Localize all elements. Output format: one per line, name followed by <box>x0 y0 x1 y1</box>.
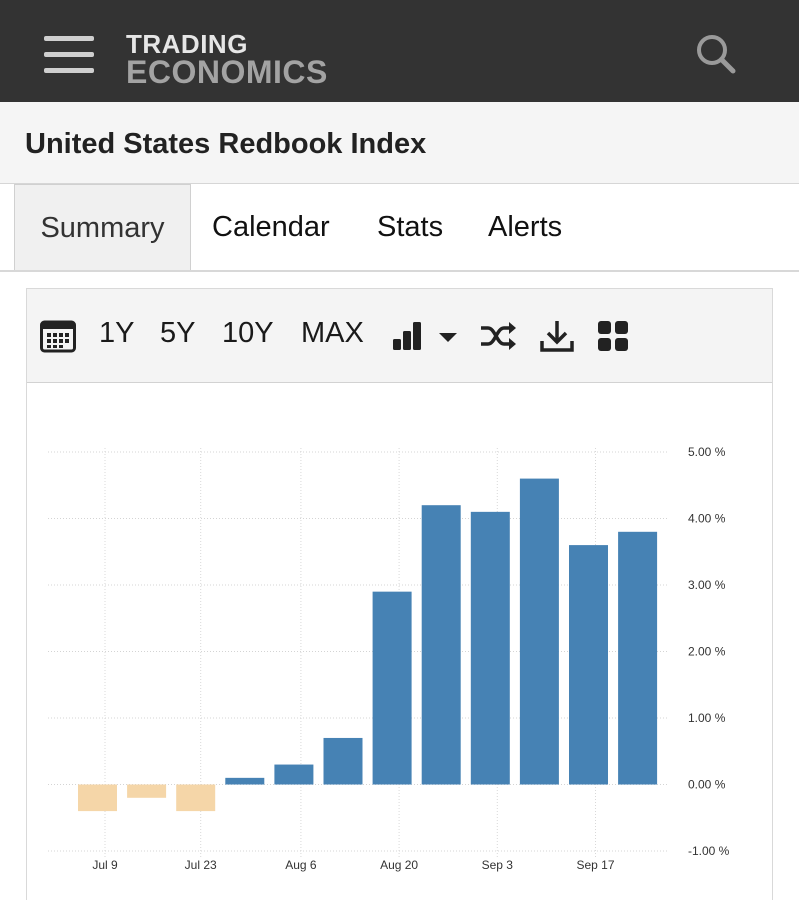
range-10y-button[interactable]: 10Y <box>222 317 274 349</box>
bar-chart-icon[interactable] <box>391 319 423 356</box>
chart-bar[interactable] <box>372 591 412 785</box>
chart-bar[interactable] <box>470 511 510 785</box>
range-max-button[interactable]: MAX <box>301 317 364 349</box>
x-tick-label: Aug 6 <box>285 858 317 872</box>
chart-bar[interactable] <box>519 478 559 785</box>
hamburger-line <box>44 68 94 73</box>
chart-bar[interactable] <box>323 737 363 785</box>
tab-bar: Summary Calendar Stats Alerts <box>0 184 799 272</box>
tab-calendar[interactable]: Calendar <box>212 211 330 243</box>
range-1y-button[interactable]: 1Y <box>99 317 135 349</box>
title-bar: United States Redbook Index <box>0 102 799 184</box>
chart-bar[interactable] <box>176 784 216 812</box>
y-tick-label: 4.00 % <box>688 512 726 526</box>
x-axis-labels: Jul 9 Jul 23 Aug 6 Aug 20 Sep 3 Sep 17 <box>92 858 615 872</box>
range-5y-button[interactable]: 5Y <box>160 317 196 349</box>
tab-summary[interactable]: Summary <box>14 184 191 270</box>
trading-economics-logo[interactable]: TRADING ECONOMICS <box>126 29 328 90</box>
x-tick-label: Jul 23 <box>185 858 217 872</box>
logo-line-2: ECONOMICS <box>126 54 328 90</box>
chart-bar[interactable] <box>127 784 167 798</box>
x-tick-label: Sep 17 <box>576 858 614 872</box>
shuffle-icon[interactable] <box>479 320 517 357</box>
tab-divider <box>0 270 799 272</box>
x-tick-label: Aug 20 <box>380 858 418 872</box>
y-tick-label: -1.00 % <box>688 844 730 858</box>
tab-stats[interactable]: Stats <box>377 211 444 243</box>
y-tick-label: 3.00 % <box>688 578 726 592</box>
download-icon[interactable] <box>539 319 575 358</box>
calendar-icon[interactable] <box>40 319 76 358</box>
y-tick-label: 0.00 % <box>688 778 726 792</box>
caret-down-icon[interactable] <box>438 331 458 349</box>
hamburger-line <box>44 36 94 41</box>
y-tick-label: 5.00 % <box>688 445 726 459</box>
x-tick-label: Sep 3 <box>482 858 514 872</box>
page-title: United States Redbook Index <box>25 128 427 160</box>
chart-bar[interactable] <box>618 531 658 785</box>
chart-bars <box>78 478 658 812</box>
hamburger-menu-icon[interactable] <box>44 36 94 73</box>
tab-alerts[interactable]: Alerts <box>488 211 563 243</box>
y-axis-labels: 5.00 % 4.00 % 3.00 % 2.00 % 1.00 % 0.00 % -1.0… <box>688 445 730 858</box>
chart-bar[interactable] <box>225 777 265 785</box>
top-navbar: TRADING ECONOMICS <box>0 0 799 102</box>
search-icon[interactable] <box>694 32 738 76</box>
chart-bar[interactable] <box>569 545 608 785</box>
x-tick-label: Jul 9 <box>92 858 118 872</box>
y-tick-label: 2.00 % <box>688 645 726 659</box>
y-tick-label: 1.00 % <box>688 711 726 725</box>
chart-bar[interactable] <box>274 764 314 785</box>
chart-bar[interactable] <box>421 505 461 785</box>
logo-line-1: TRADING <box>126 29 248 59</box>
chart-bar[interactable] <box>78 784 117 812</box>
grid-icon[interactable] <box>597 320 629 357</box>
hamburger-line <box>44 52 94 57</box>
chart-toolbar: 1Y 5Y 10Y MAX <box>27 289 772 383</box>
